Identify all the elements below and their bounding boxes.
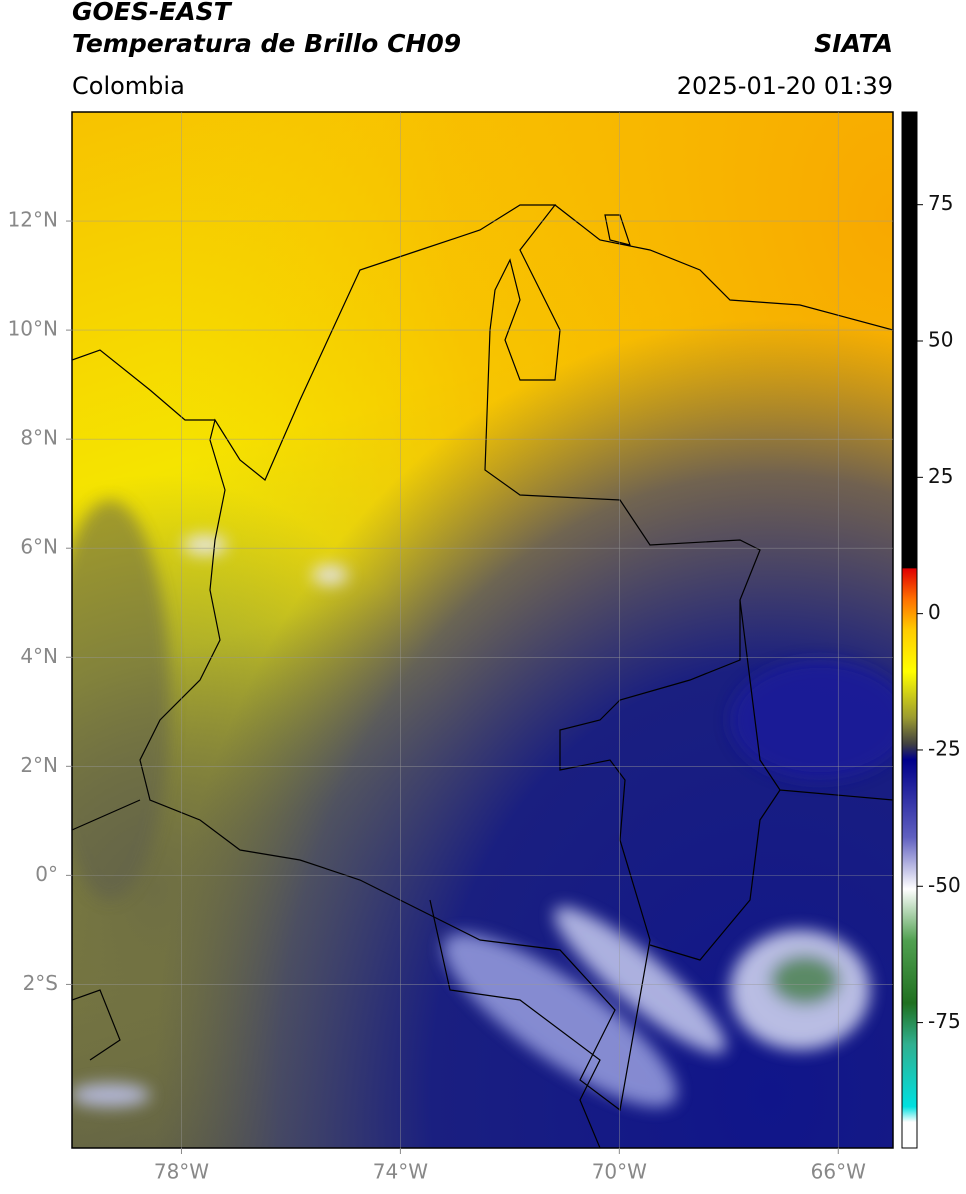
y-tick-label: 4°N [20,644,58,668]
satellite-image [72,112,893,1148]
colorbar-tick-label: 25 [928,464,953,488]
colorbar-tick-label: -75 [928,1009,961,1033]
timestamp: 2025-01-20 01:39 [677,72,893,100]
y-tick-label: 12°N [8,208,58,232]
y-tick-label: 2°S [23,971,58,995]
colorbar-tick-label: -50 [928,873,961,897]
source: SIATA [814,29,893,58]
colorbar-tick-label: 50 [928,328,953,352]
y-tick-label: 2°N [20,753,58,777]
colorbar-tick-label: 75 [928,191,953,215]
region: Colombia [72,72,185,100]
y-tick-label: 8°N [20,426,58,450]
x-tick-label: 70°W [592,1160,647,1184]
title: GOES-EAST [72,0,233,26]
x-tick-label: 74°W [373,1160,428,1184]
x-tick-label: 78°W [154,1160,209,1184]
colorbar-tick-label: -25 [928,736,961,760]
y-tick-label: 0° [35,862,58,886]
x-tick-label: 66°W [811,1160,866,1184]
colorbar [901,111,918,1149]
y-tick-label: 6°N [20,535,58,559]
colorbar-tick-label: 0 [928,600,941,624]
y-tick-label: 10°N [8,317,58,341]
map-frame [71,111,894,1149]
subtitle: Temperatura de Brillo CH09 [72,29,461,58]
